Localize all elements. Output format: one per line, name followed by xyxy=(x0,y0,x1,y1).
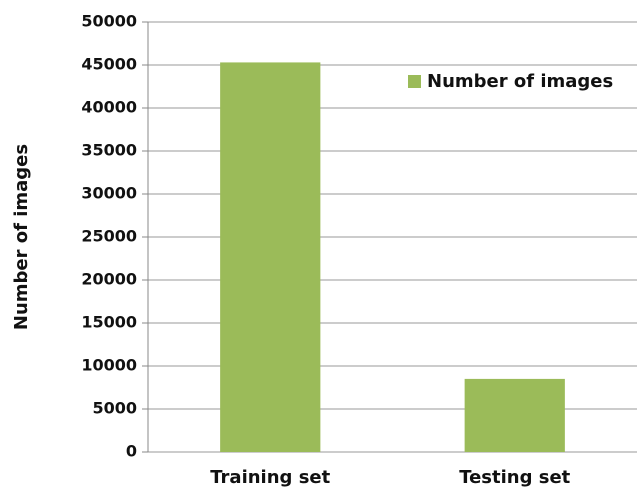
y-tick-label: 20000 xyxy=(81,270,137,289)
y-axis-label: Number of images xyxy=(11,144,32,330)
y-tick-label: 40000 xyxy=(81,98,137,117)
x-tick-label: Testing set xyxy=(459,467,570,488)
y-tick-label: 30000 xyxy=(81,184,137,203)
y-tick-label: 35000 xyxy=(81,141,137,160)
bar xyxy=(464,378,565,452)
x-tick-label: Training set xyxy=(210,467,330,488)
legend-swatch xyxy=(408,75,421,88)
y-tick-label: 50000 xyxy=(81,12,137,31)
y-tick-label: 15000 xyxy=(81,313,137,332)
y-tick-label: 45000 xyxy=(81,55,137,74)
y-tick-label: 0 xyxy=(126,442,137,461)
y-tick-label: 25000 xyxy=(81,227,137,246)
legend-label: Number of images xyxy=(427,71,613,92)
y-tick-label: 5000 xyxy=(92,399,137,418)
bar xyxy=(220,62,321,453)
y-tick-label: 10000 xyxy=(81,356,137,375)
